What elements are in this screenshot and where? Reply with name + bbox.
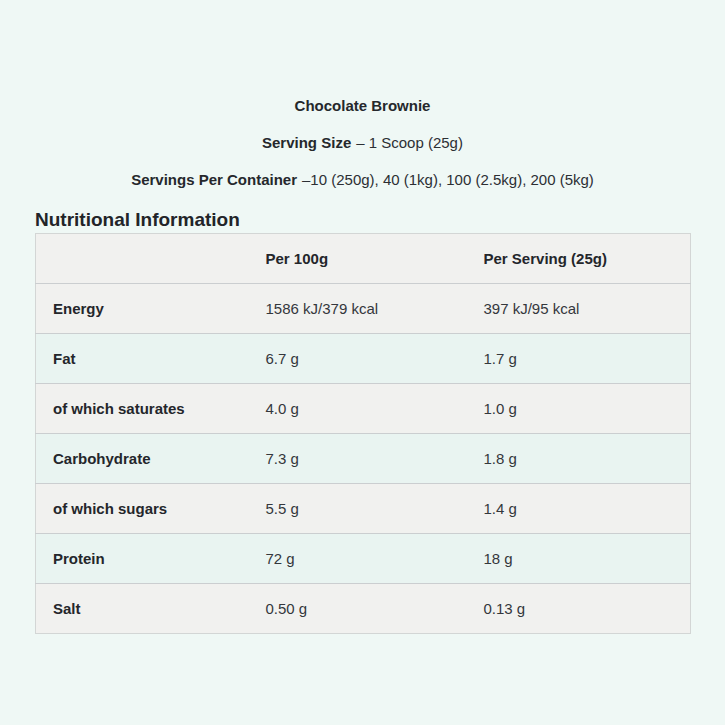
- nutrition-table: Per 100g Per Serving (25g) Energy 1586 k…: [35, 233, 691, 634]
- value-per-100g: 1586 kJ/379 kcal: [266, 284, 484, 334]
- value-per-serving: 18 g: [484, 534, 691, 584]
- column-header-per-serving: Per Serving (25g): [484, 234, 691, 284]
- value-per-100g: 0.50 g: [266, 584, 484, 634]
- value-per-100g: 72 g: [266, 534, 484, 584]
- serving-size-value: – 1 Scoop (25g): [356, 134, 463, 151]
- table-row-protein: Protein 72 g 18 g: [36, 534, 691, 584]
- row-label: of which sugars: [36, 484, 266, 534]
- value-per-100g: 5.5 g: [266, 484, 484, 534]
- table-row-saturates: of which saturates 4.0 g 1.0 g: [36, 384, 691, 434]
- row-label: Salt: [36, 584, 266, 634]
- value-per-serving: 1.8 g: [484, 434, 691, 484]
- value-per-serving: 397 kJ/95 kcal: [484, 284, 691, 334]
- serving-size-line: Serving Size – 1 Scoop (25g): [0, 134, 725, 152]
- nutrition-section: Nutritional Information Per 100g Per Ser…: [35, 208, 690, 634]
- value-per-serving: 1.7 g: [484, 334, 691, 384]
- row-label: Protein: [36, 534, 266, 584]
- table-row-energy: Energy 1586 kJ/379 kcal 397 kJ/95 kcal: [36, 284, 691, 334]
- row-label: Energy: [36, 284, 266, 334]
- section-title: Nutritional Information: [35, 208, 690, 232]
- table-row-carbohydrate: Carbohydrate 7.3 g 1.8 g: [36, 434, 691, 484]
- row-label: of which saturates: [36, 384, 266, 434]
- value-per-100g: 6.7 g: [266, 334, 484, 384]
- column-header-per-100g: Per 100g: [266, 234, 484, 284]
- column-header-empty: [36, 234, 266, 284]
- product-title-text: Chocolate Brownie: [295, 97, 431, 114]
- row-label: Fat: [36, 334, 266, 384]
- value-per-100g: 4.0 g: [266, 384, 484, 434]
- value-per-serving: 1.0 g: [484, 384, 691, 434]
- servings-per-container-value: –10 (250g), 40 (1kg), 100 (2.5kg), 200 (…: [302, 171, 594, 188]
- table-header-row: Per 100g Per Serving (25g): [36, 234, 691, 284]
- table-row-salt: Salt 0.50 g 0.13 g: [36, 584, 691, 634]
- value-per-serving: 0.13 g: [484, 584, 691, 634]
- product-summary: Chocolate Brownie Serving Size – 1 Scoop …: [0, 0, 725, 189]
- row-label: Carbohydrate: [36, 434, 266, 484]
- table-row-sugars: of which sugars 5.5 g 1.4 g: [36, 484, 691, 534]
- servings-per-container-line: Servings Per Container –10 (250g), 40 (1k…: [0, 171, 725, 189]
- table-row-fat: Fat 6.7 g 1.7 g: [36, 334, 691, 384]
- product-title: Chocolate Brownie: [0, 97, 725, 115]
- value-per-serving: 1.4 g: [484, 484, 691, 534]
- value-per-100g: 7.3 g: [266, 434, 484, 484]
- servings-per-container-label: Servings Per Container: [131, 171, 297, 188]
- serving-size-label: Serving Size: [262, 134, 351, 151]
